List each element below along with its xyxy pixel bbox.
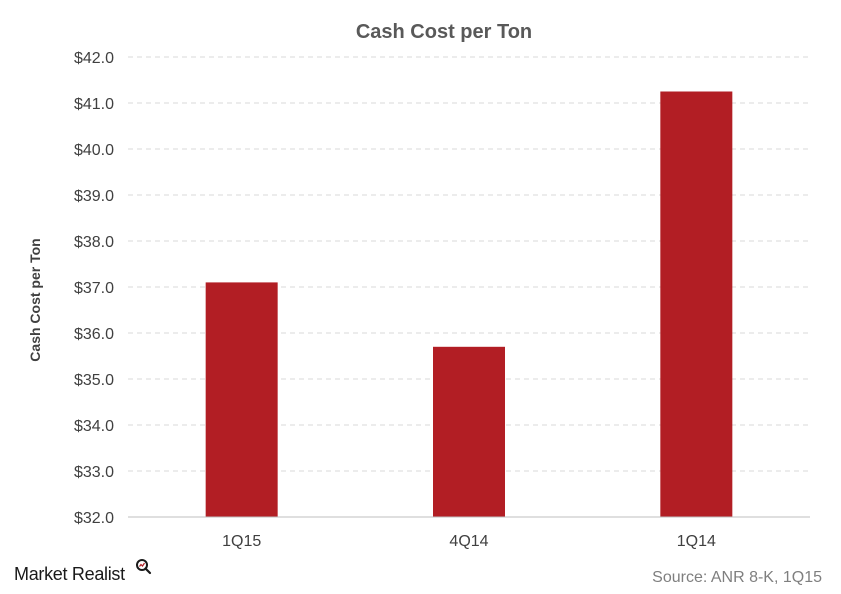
x-tick-labels: 1Q15 4Q14 1Q14 — [222, 533, 716, 550]
x-tick-label: 1Q14 — [677, 533, 716, 550]
y-tick-labels: $32.0 $33.0 $34.0 $35.0 $36.0 $37.0 $38.0 $39.0… — [74, 50, 114, 527]
x-tick-label: 4Q14 — [449, 533, 488, 550]
y-tick-label: $42.0 — [74, 50, 114, 67]
y-tick-label: $40.0 — [74, 142, 114, 159]
bar-1q15 — [205, 282, 278, 517]
y-axis-label: Cash Cost per Ton — [27, 238, 43, 361]
y-tick-label: $33.0 — [74, 464, 114, 481]
y-tick-label: $41.0 — [74, 96, 114, 113]
x-tick-label: 1Q15 — [222, 533, 261, 550]
magnifier-icon — [136, 559, 152, 575]
y-tick-label: $34.0 — [74, 418, 114, 435]
y-tick-label: $38.0 — [74, 234, 114, 251]
y-tick-label: $39.0 — [74, 188, 114, 205]
market-realist-logo: Market Realist — [14, 559, 152, 584]
bar-1q14 — [660, 91, 733, 517]
source-note: Source: ANR 8-K, 1Q15 — [652, 569, 822, 586]
bars — [205, 91, 733, 517]
y-tick-label: $32.0 — [74, 510, 114, 527]
y-tick-label: $36.0 — [74, 326, 114, 343]
chart-title: Cash Cost per Ton — [356, 21, 532, 43]
y-tick-label: $37.0 — [74, 280, 114, 297]
bar-4q14 — [433, 346, 505, 517]
logo-text: Market Realist — [14, 564, 125, 584]
y-tick-label: $35.0 — [74, 372, 114, 389]
